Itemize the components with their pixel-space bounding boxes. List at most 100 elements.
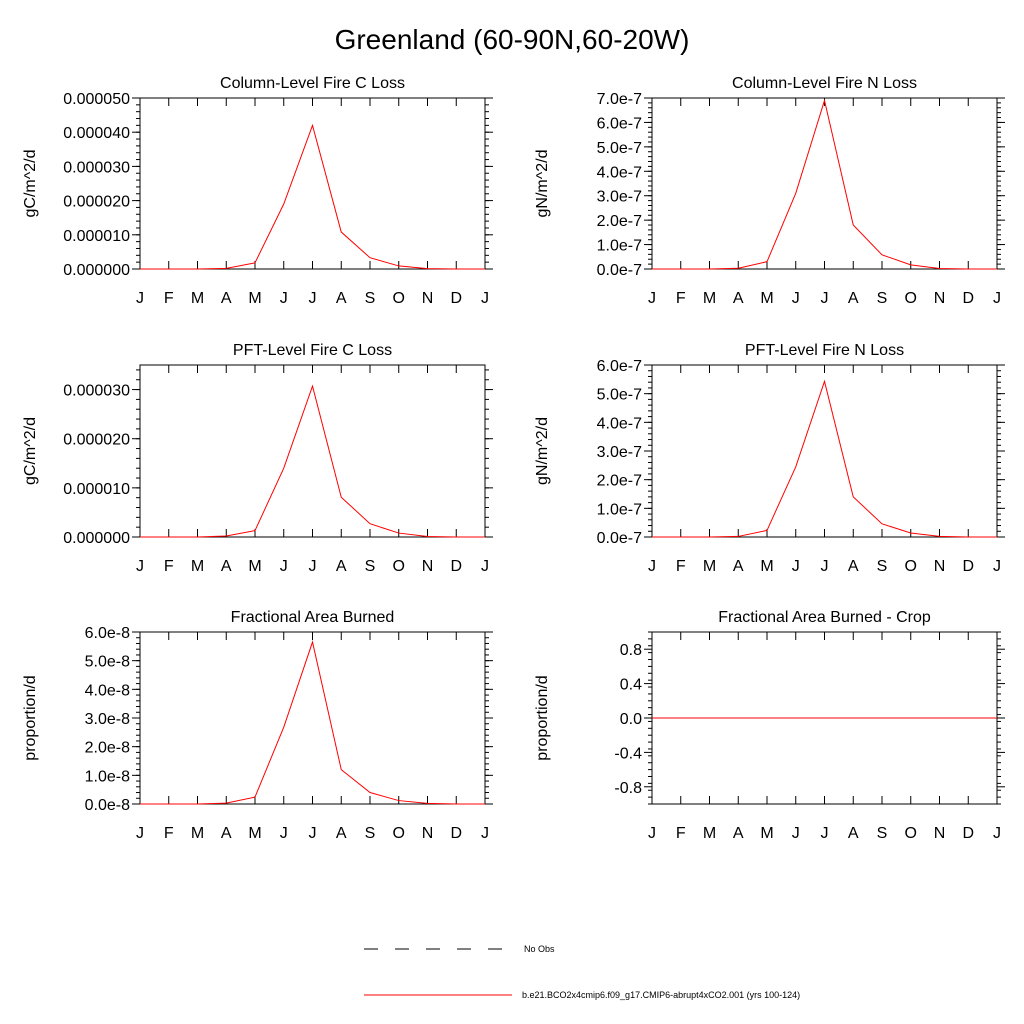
x-tick-label: A — [733, 825, 744, 842]
y-tick-label: 5.0e-7 — [597, 387, 642, 404]
y-axis-label: proportion/d — [22, 675, 39, 760]
plot-frame — [139, 97, 486, 270]
x-tick-label: J — [993, 825, 1001, 842]
x-tick-label: O — [905, 558, 917, 575]
y-tick-label: 0.0 — [620, 711, 642, 728]
y-axis-label: gC/m^2/d — [22, 150, 39, 218]
x-tick-label: J — [481, 558, 489, 575]
x-tick-label: D — [450, 558, 462, 575]
x-tick-label: A — [221, 825, 232, 842]
x-tick-label: A — [848, 825, 859, 842]
y-tick-label: 0.000040 — [63, 125, 130, 142]
x-tick-label: N — [934, 825, 946, 842]
plot-frame — [139, 631, 486, 805]
x-tick-label: D — [450, 825, 462, 842]
x-tick-label: S — [365, 825, 376, 842]
y-tick-label: 0.0e-7 — [597, 530, 642, 547]
x-tick-label: N — [934, 558, 946, 575]
y-tick-label: 3.0e-7 — [597, 444, 642, 461]
x-tick-label: M — [248, 558, 261, 575]
y-tick-label: 7.0e-7 — [597, 91, 642, 108]
y-tick-label: 0.000000 — [63, 262, 130, 279]
y-tick-label: 0.000050 — [63, 91, 130, 108]
plot-frame — [139, 364, 486, 538]
x-tick-label: M — [248, 825, 261, 842]
y-tick-label: -0.4 — [614, 745, 642, 762]
plot-frame — [651, 97, 998, 270]
x-tick-label: M — [760, 558, 773, 575]
y-tick-label: 0.000030 — [63, 159, 130, 176]
x-tick-label: J — [993, 290, 1001, 307]
y-tick-label: 6.0e-8 — [85, 625, 130, 642]
y-tick-label: 0.0e-8 — [85, 797, 130, 814]
x-tick-label: J — [648, 825, 656, 842]
x-tick-label: S — [877, 825, 888, 842]
x-tick-label: J — [136, 825, 144, 842]
y-tick-label: 0.000030 — [63, 383, 130, 400]
x-tick-label: S — [365, 558, 376, 575]
y-tick-label: 1.0e-7 — [597, 501, 642, 518]
x-tick-label: N — [934, 290, 946, 307]
x-tick-label: J — [280, 825, 288, 842]
x-tick-label: S — [365, 290, 376, 307]
x-tick-label: F — [676, 558, 686, 575]
x-tick-label: N — [422, 825, 434, 842]
x-tick-label: O — [393, 558, 405, 575]
panel-title: Column-Level Fire C Loss — [220, 75, 405, 92]
x-tick-label: M — [191, 290, 204, 307]
legend-model-label: b.e21.BCO2x4cmip6.f09_g17.CMIP6-abrupt4x… — [522, 990, 800, 1000]
x-tick-label: M — [760, 825, 773, 842]
x-tick-label: J — [309, 290, 317, 307]
x-tick-label: J — [821, 290, 829, 307]
y-tick-label: 2.0e-7 — [597, 473, 642, 490]
y-tick-label: 5.0e-7 — [597, 140, 642, 157]
x-tick-label: F — [164, 558, 174, 575]
legend: No Obs b.e21.BCO2x4cmip6.f09_g17.CMIP6-a… — [364, 944, 800, 1000]
x-tick-label: A — [848, 290, 859, 307]
x-tick-label: J — [821, 558, 829, 575]
y-tick-label: 1.0e-7 — [597, 238, 642, 255]
legend-obs-label: No Obs — [524, 944, 555, 954]
x-tick-label: J — [792, 558, 800, 575]
x-tick-label: D — [962, 825, 974, 842]
x-tick-label: J — [136, 558, 144, 575]
panel-title: Column-Level Fire N Loss — [732, 75, 917, 92]
x-tick-label: S — [877, 558, 888, 575]
x-tick-label: J — [481, 290, 489, 307]
y-tick-label: 4.0e-7 — [597, 164, 642, 181]
x-tick-label: F — [164, 290, 174, 307]
y-tick-label: 0.000020 — [63, 194, 130, 211]
x-tick-label: M — [703, 290, 716, 307]
y-tick-label: 0.8 — [620, 642, 642, 659]
x-tick-label: S — [877, 290, 888, 307]
panel-6: Fractional Area Burned - Crop proportion/… — [534, 609, 1005, 842]
y-tick-label: 0.000010 — [63, 228, 130, 245]
x-tick-label: A — [733, 290, 744, 307]
x-tick-label: J — [993, 558, 1001, 575]
x-tick-label: J — [309, 825, 317, 842]
x-tick-label: A — [733, 558, 744, 575]
x-tick-label: A — [336, 290, 347, 307]
series-line — [140, 123, 485, 270]
x-tick-label: A — [221, 290, 232, 307]
x-tick-label: J — [792, 290, 800, 307]
y-axis-label: gN/m^2/d — [534, 150, 551, 218]
y-tick-label: 3.0e-7 — [597, 189, 642, 206]
x-tick-label: J — [280, 290, 288, 307]
x-tick-label: D — [450, 290, 462, 307]
series-line — [652, 379, 997, 538]
y-axis-label: gC/m^2/d — [22, 417, 39, 485]
panel-title: Fractional Area Burned — [231, 609, 395, 626]
x-tick-label: D — [962, 290, 974, 307]
y-tick-label: 5.0e-8 — [85, 654, 130, 671]
x-tick-label: N — [422, 558, 434, 575]
x-tick-label: A — [336, 825, 347, 842]
x-tick-label: J — [309, 558, 317, 575]
x-tick-label: A — [848, 558, 859, 575]
page-title: Greenland (60-90N,60-20W) — [334, 24, 690, 55]
